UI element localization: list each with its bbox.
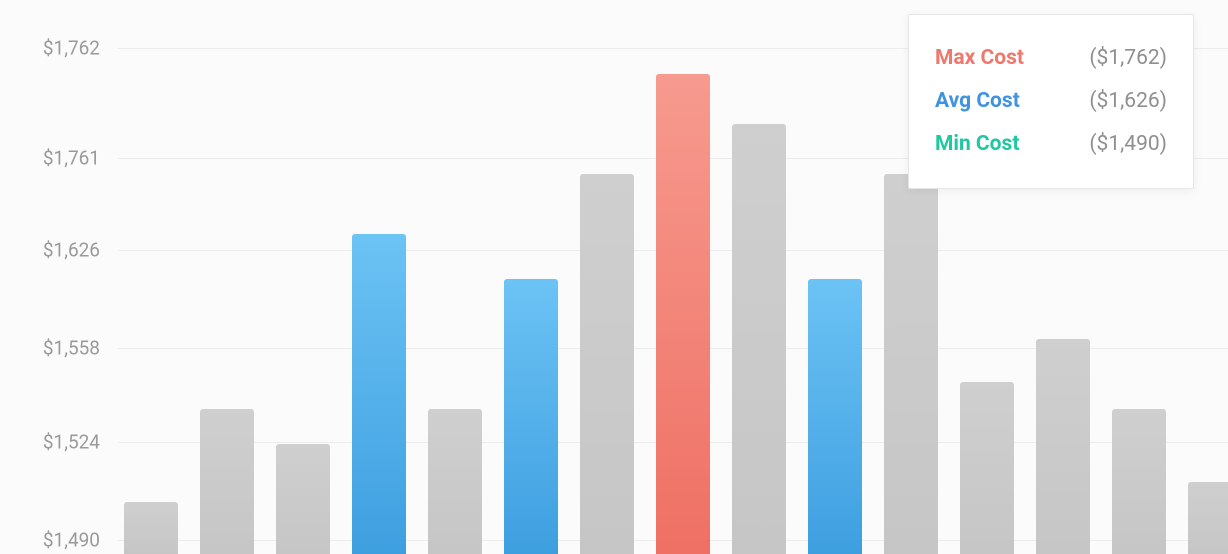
chart-bar [656, 74, 710, 554]
legend-label-min: Min Cost [935, 133, 1019, 156]
chart-bar [960, 382, 1014, 554]
y-axis: $1,762 $1,761 $1,626 $1,558 $1,524 $1,490 [0, 0, 110, 554]
legend-label-avg: Avg Cost [935, 90, 1020, 113]
legend-value-avg: ($1,626) [1089, 90, 1167, 113]
chart-bar [200, 409, 254, 554]
legend-value-max: ($1,762) [1089, 47, 1167, 70]
y-tick-label: $1,762 [43, 37, 100, 60]
chart-bar [504, 279, 558, 554]
y-tick-label: $1,558 [43, 337, 100, 360]
cost-bar-chart: $1,762 $1,761 $1,626 $1,558 $1,524 $1,490 Max… [0, 0, 1228, 554]
chart-bar [1112, 409, 1166, 554]
chart-bar [732, 124, 786, 554]
chart-bar [124, 502, 178, 554]
y-tick-label: $1,524 [43, 431, 100, 454]
chart-bar [1188, 482, 1228, 554]
chart-legend: Max Cost ($1,762) Avg Cost ($1,626) Min … [908, 14, 1194, 189]
chart-bar [1036, 339, 1090, 554]
legend-value-min: ($1,490) [1089, 133, 1167, 156]
chart-bar [428, 409, 482, 554]
chart-bar [808, 279, 862, 554]
y-tick-label: $1,761 [43, 147, 100, 170]
legend-row-min: Min Cost ($1,490) [935, 123, 1167, 166]
chart-bar [884, 174, 938, 554]
chart-bar [580, 174, 634, 554]
legend-label-max: Max Cost [935, 47, 1024, 70]
legend-row-max: Max Cost ($1,762) [935, 37, 1167, 80]
chart-bar [276, 444, 330, 554]
legend-row-avg: Avg Cost ($1,626) [935, 80, 1167, 123]
y-tick-label: $1,626 [43, 239, 100, 262]
chart-bar [352, 234, 406, 554]
y-tick-label: $1,490 [43, 529, 100, 552]
